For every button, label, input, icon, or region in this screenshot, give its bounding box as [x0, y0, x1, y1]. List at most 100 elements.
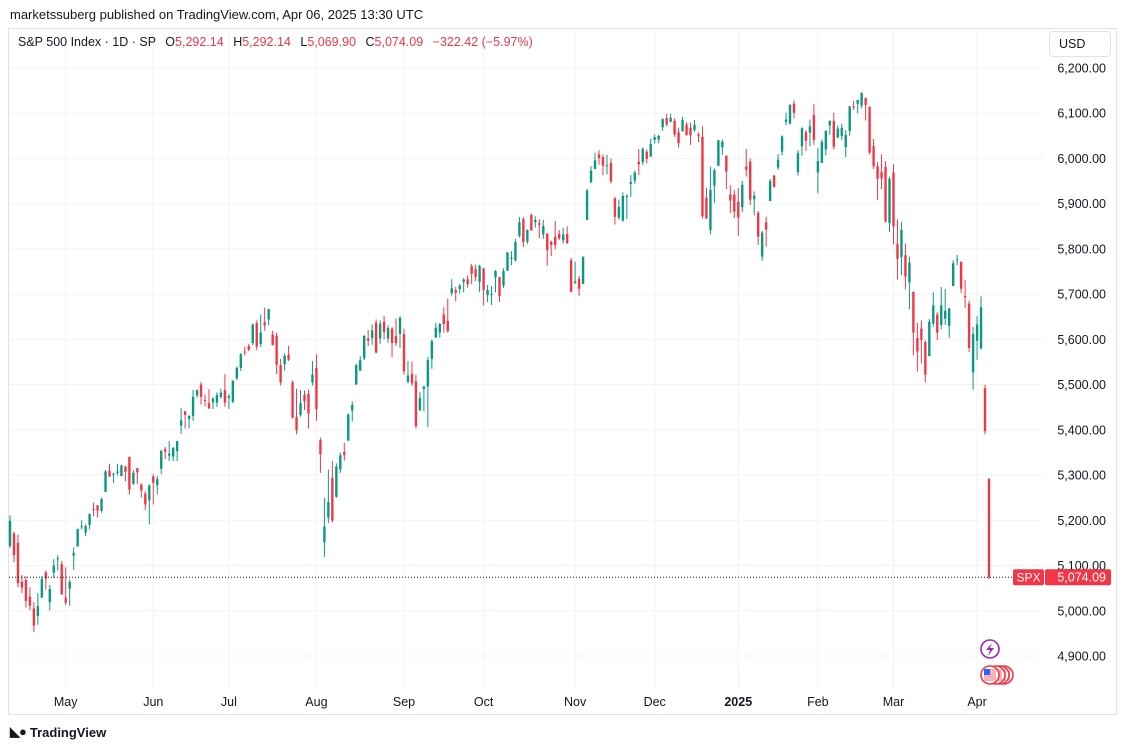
candle-body — [251, 324, 254, 343]
candle-body — [438, 324, 441, 333]
candle-body — [48, 589, 51, 603]
candle-body — [96, 505, 99, 511]
chart-panel[interactable] — [8, 28, 1117, 715]
candle — [108, 463, 111, 477]
open-value: 5,292.14 — [175, 35, 224, 49]
candle — [661, 118, 664, 131]
candle — [247, 343, 250, 352]
candle — [335, 463, 338, 498]
candle-body — [649, 143, 652, 157]
candle-body — [565, 233, 569, 244]
candle-body — [840, 127, 843, 136]
candle — [764, 216, 768, 247]
candle-body — [386, 328, 390, 339]
candle-body — [880, 172, 883, 179]
candle — [24, 575, 28, 608]
candle-body — [820, 141, 824, 163]
candle-body — [227, 395, 231, 398]
candle — [844, 129, 847, 158]
candle — [438, 323, 441, 338]
candle — [569, 257, 573, 293]
candle — [573, 261, 577, 284]
candle-body — [343, 452, 346, 456]
price-tick-label: 5,300.00 — [1057, 469, 1106, 483]
candle — [653, 134, 656, 144]
candle-body — [152, 476, 155, 483]
candle-body — [16, 542, 20, 584]
candle-body — [378, 323, 382, 339]
price-tick-label: 5,400.00 — [1057, 423, 1106, 437]
candle — [808, 119, 812, 147]
candle-body — [92, 508, 95, 510]
candle-body — [414, 381, 418, 427]
candle — [124, 466, 127, 482]
candle — [271, 330, 274, 346]
candle-body — [975, 324, 979, 341]
footer-logo[interactable]: ◣● TradingView — [10, 724, 106, 740]
candle-body — [597, 154, 601, 159]
candle — [60, 561, 63, 595]
candle-body — [760, 232, 764, 257]
candle — [617, 199, 621, 220]
candle-body — [44, 572, 48, 579]
candle — [410, 361, 414, 386]
candle-body — [359, 360, 362, 371]
candle-body — [876, 166, 879, 179]
candle — [593, 153, 597, 170]
candle — [362, 335, 366, 361]
candle-body — [749, 161, 752, 200]
candle — [577, 275, 581, 296]
candle — [677, 127, 680, 148]
us-flag-economic-event-icon[interactable] — [980, 665, 1000, 685]
candle-body — [745, 166, 748, 170]
candle-body — [486, 290, 489, 296]
candle — [100, 497, 103, 513]
candle-body — [737, 201, 740, 218]
candle — [323, 497, 326, 557]
candle-body — [808, 126, 812, 133]
candle-body — [100, 499, 103, 511]
candle — [904, 243, 907, 290]
candle-body — [454, 290, 457, 293]
candle — [40, 576, 44, 599]
candle — [840, 123, 843, 140]
candle-body — [370, 330, 374, 339]
candle — [681, 116, 684, 132]
candle-body — [832, 120, 835, 147]
candle-body — [32, 608, 36, 626]
price-axis[interactable]: 4,900.005,000.005,100.005,200.005,300.00… — [1057, 62, 1106, 664]
candle-body — [741, 184, 744, 208]
candle-body — [347, 414, 350, 441]
symbol-title[interactable]: S&P 500 Index · 1D · SP — [18, 35, 156, 49]
candle-body — [800, 128, 804, 147]
candle — [502, 268, 505, 288]
candle-body — [382, 321, 386, 333]
time-axis[interactable]: May Jun Jul Aug Sep Oct Nov Dec 2025 Feb Mar Apr — [54, 695, 987, 709]
candle-body — [653, 137, 656, 140]
candle — [780, 135, 784, 156]
candle-body — [458, 285, 461, 290]
candle — [697, 132, 700, 143]
candle — [940, 286, 943, 330]
candle — [140, 483, 143, 498]
candle — [156, 475, 159, 495]
lightning-event-icon[interactable] — [980, 639, 1000, 659]
candle-body — [167, 453, 171, 456]
candle-body — [283, 355, 286, 365]
close-value: 5,074.09 — [374, 35, 424, 49]
candle — [80, 520, 83, 530]
candle-body — [315, 367, 318, 410]
candle — [589, 166, 593, 183]
currency-button[interactable]: USD — [1049, 31, 1111, 57]
candle-body — [828, 120, 832, 126]
candle — [136, 467, 139, 485]
candle-body — [231, 380, 235, 402]
candle-body — [470, 266, 473, 274]
price-tick-label: 5,900.00 — [1057, 197, 1106, 211]
flag-canton — [984, 669, 990, 675]
candle — [243, 346, 246, 356]
candle — [179, 408, 183, 434]
candle-body — [203, 399, 207, 401]
candle-body — [701, 136, 704, 217]
